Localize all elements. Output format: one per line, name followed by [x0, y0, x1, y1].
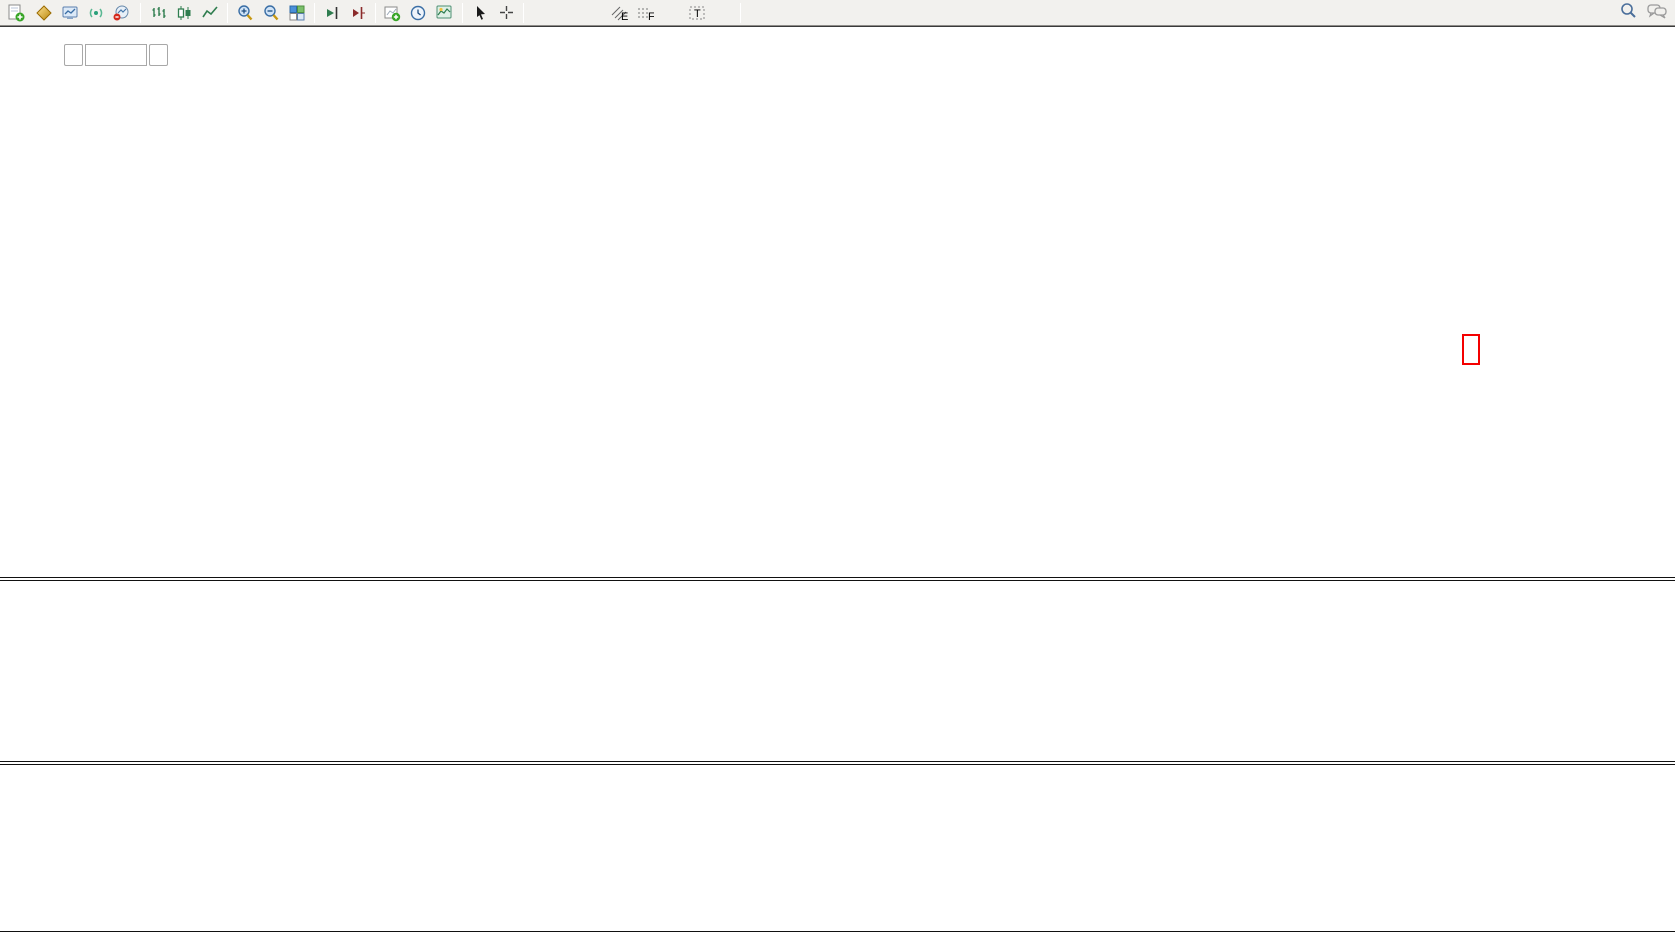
trendline-tool[interactable] — [581, 2, 605, 24]
periods-button[interactable] — [407, 2, 431, 24]
time-axis — [0, 932, 1675, 949]
signal-icon — [89, 8, 103, 17]
time-axis-border — [0, 931, 1675, 932]
buy-button[interactable] — [170, 44, 224, 66]
buy-price-box[interactable] — [118, 69, 223, 102]
toolbar-separator — [740, 2, 741, 23]
macd-panel[interactable] — [0, 581, 1675, 761]
toolbar-right-group — [1620, 2, 1667, 19]
toolbar-separator — [314, 2, 315, 23]
horizontal-line-tool[interactable] — [555, 2, 579, 24]
svg-text:F: F — [648, 11, 654, 21]
volume-input[interactable] — [85, 44, 147, 66]
new-order-button[interactable] — [5, 2, 30, 24]
sell-price-box[interactable] — [8, 69, 113, 102]
crosshair-icon — [499, 6, 513, 19]
svg-text:T: T — [694, 8, 701, 20]
one-click-trading-panel — [8, 44, 224, 102]
market-watch-icon — [36, 4, 52, 21]
price-callout-label[interactable] — [1462, 334, 1480, 365]
arrows-tool[interactable] — [711, 2, 735, 24]
volume-decrease-button[interactable] — [64, 44, 83, 66]
panel-separator[interactable] — [0, 761, 1675, 765]
channel-icon: E — [611, 6, 628, 21]
search-icon[interactable] — [1620, 2, 1637, 19]
chart-area[interactable] — [0, 26, 1675, 949]
new-order-icon — [8, 4, 25, 21]
auto-trading-button[interactable] — [110, 2, 135, 24]
text-tool[interactable] — [659, 2, 683, 24]
indicators-button[interactable] — [381, 2, 405, 24]
rsi-panel[interactable] — [0, 765, 1675, 931]
toolbar-separator — [375, 2, 376, 23]
chart-shift-icon — [353, 6, 365, 19]
main-price-panel[interactable] — [0, 27, 1675, 579]
data-window-button[interactable] — [58, 2, 82, 24]
channel-tool[interactable]: E — [607, 2, 631, 24]
cursor-tool-button[interactable] — [468, 2, 492, 24]
zoom-in-icon — [238, 4, 253, 20]
strategy-signal-button[interactable] — [84, 2, 108, 24]
auto-scroll-icon — [327, 6, 338, 19]
indicators-icon — [384, 6, 401, 21]
sell-button[interactable] — [8, 44, 62, 66]
market-watch-button[interactable] — [32, 2, 56, 24]
text-label-tool[interactable]: T — [685, 2, 709, 24]
fibonacci-icon: F — [638, 8, 654, 21]
line-chart-button[interactable] — [198, 2, 222, 24]
chart-shift-button[interactable] — [346, 2, 370, 24]
chat-icon[interactable] — [1647, 3, 1667, 19]
tile-windows-icon — [289, 5, 305, 20]
main-toolbar: E F T — [0, 0, 1675, 26]
zoom-out-icon — [264, 4, 279, 20]
fibonacci-tool[interactable]: F — [633, 2, 657, 24]
bar-chart-icon — [152, 6, 166, 18]
toolbar-separator — [523, 2, 524, 23]
toolbar-separator — [227, 2, 228, 23]
candlestick-chart-icon — [177, 5, 191, 20]
svg-text:E: E — [621, 11, 628, 21]
templates-icon — [436, 5, 452, 18]
auto-trading-icon — [113, 5, 129, 20]
text-label-icon: T — [689, 6, 705, 20]
volume-increase-button[interactable] — [149, 44, 168, 66]
toolbar-separator — [140, 2, 141, 23]
data-window-icon — [62, 6, 78, 19]
crosshair-tool-button[interactable] — [494, 2, 518, 24]
cursor-icon — [477, 6, 485, 20]
clock-icon — [410, 5, 426, 20]
templates-button[interactable] — [433, 2, 457, 24]
auto-scroll-button[interactable] — [320, 2, 344, 24]
line-chart-icon — [202, 5, 218, 17]
panel-separator[interactable] — [0, 577, 1675, 581]
tile-windows-button[interactable] — [285, 2, 309, 24]
bar-chart-button[interactable] — [146, 2, 170, 24]
toolbar-separator — [462, 2, 463, 23]
zoom-out-button[interactable] — [259, 2, 283, 24]
candlestick-chart-button[interactable] — [172, 2, 196, 24]
vertical-line-tool[interactable] — [529, 2, 553, 24]
zoom-in-button[interactable] — [233, 2, 257, 24]
